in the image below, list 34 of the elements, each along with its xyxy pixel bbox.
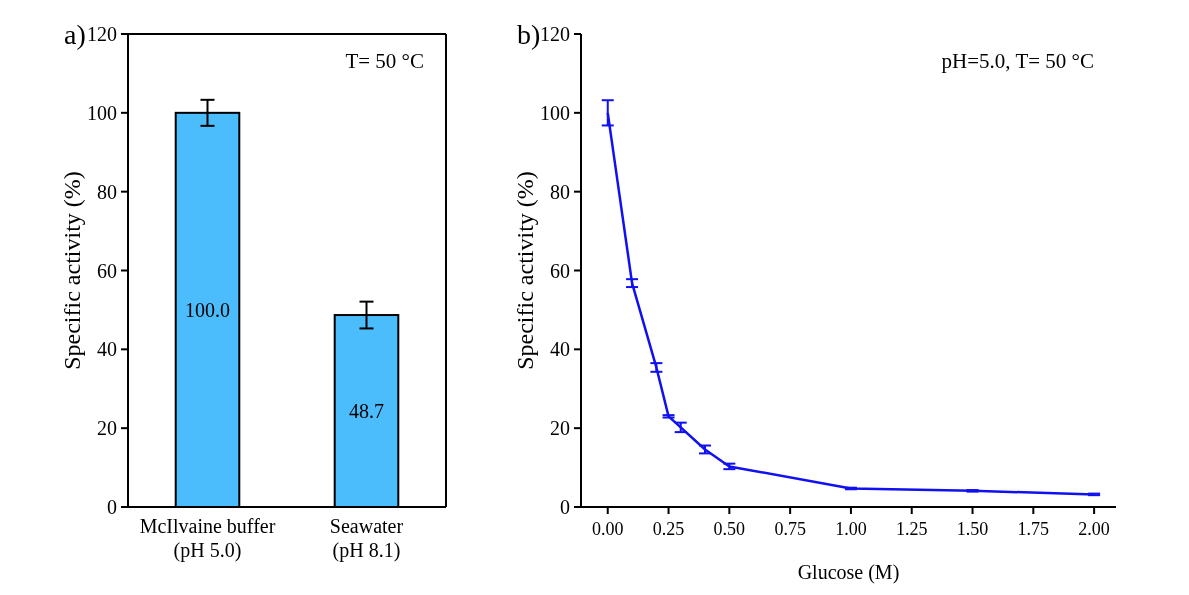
y-tick-label: 100 — [87, 101, 117, 124]
y-axis-title: Specific activity (%) — [59, 171, 85, 370]
x-tick-label: 1.75 — [1017, 519, 1050, 539]
x-tick-label: 0.75 — [774, 519, 806, 539]
y-tick-label: 0 — [560, 496, 570, 518]
x-tick-label: 1.00 — [835, 519, 867, 539]
y-tick-label: 80 — [97, 180, 117, 203]
chart-title: b) — [517, 19, 541, 50]
x-tick-label: McIlvaine buffer (pH 5.0) — [139, 515, 276, 562]
y-tick-label: 40 — [550, 338, 570, 361]
annotation: pH=5.0, T= 50 °C — [941, 49, 1094, 73]
y-tick-label: 20 — [97, 417, 117, 440]
y-tick-label: 100 — [540, 101, 570, 124]
x-axis-title: Glucose (M) — [797, 561, 900, 584]
x-tick-label: Seawater (pH 8.1) — [329, 515, 404, 562]
x-tick-label: 2.00 — [1078, 519, 1110, 539]
data-label: 48.7 — [349, 400, 384, 423]
x-tick-label: 0.00 — [592, 519, 624, 539]
y-tick-label: 60 — [550, 259, 570, 282]
y-tick-label: 120 — [87, 23, 117, 45]
x-tick-label: 1.25 — [895, 519, 928, 539]
y-tick-label: 120 — [540, 23, 570, 45]
annotation: T= 50 °C — [345, 49, 424, 73]
y-axis-title: Specific activity (%) — [512, 171, 538, 370]
x-tick-label: 1.50 — [956, 519, 989, 539]
y-tick-label: 0 — [107, 496, 117, 518]
x-tick-label: 0.25 — [652, 519, 685, 539]
y-tick-label: 80 — [550, 180, 570, 203]
data-label: 100.0 — [185, 298, 230, 321]
x-tick-label: 0.50 — [713, 519, 746, 539]
y-tick-label: 40 — [97, 338, 117, 361]
chart-title: a) — [64, 19, 86, 50]
y-tick-label: 20 — [550, 417, 570, 440]
y-tick-label: 60 — [97, 259, 117, 282]
